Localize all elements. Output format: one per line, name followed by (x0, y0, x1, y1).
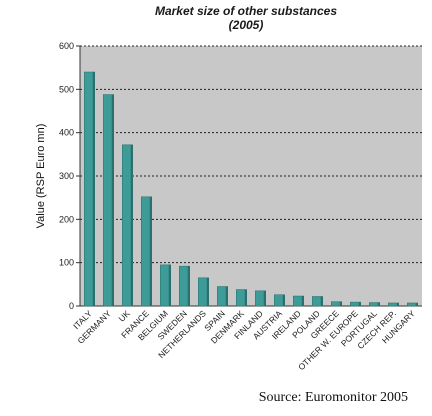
y-tick-label: 100 (59, 258, 74, 268)
chart-title: Market size of other substances (2005) (60, 4, 432, 32)
source-note: Source: Euromonitor 2005 (258, 390, 408, 405)
bar-shade (301, 296, 304, 306)
bar-shade (415, 302, 418, 306)
bar-shade (149, 196, 152, 306)
bar-shade (396, 302, 399, 306)
bar-shade (320, 296, 323, 306)
bar-shade (377, 302, 380, 306)
bar-shade (244, 289, 247, 306)
bar-shade (168, 264, 171, 306)
bar-shade (358, 302, 361, 306)
bar-shade (263, 290, 266, 306)
bar-shade (339, 301, 342, 306)
y-tick-label: 500 (59, 84, 74, 94)
y-tick-label: 200 (59, 214, 74, 224)
chart-title-main: Market size of other substances (154, 4, 338, 18)
bar-shade (130, 144, 133, 306)
bar-shade (92, 72, 95, 306)
y-axis-label: Value (RSP Euro mn) (35, 124, 47, 229)
bar-shade (282, 294, 285, 306)
y-tick-label: 400 (59, 128, 74, 138)
bar-shade (206, 277, 209, 306)
bar-shade (111, 94, 114, 307)
bar-shade (225, 286, 228, 306)
chart-subtitle: (2005) (228, 18, 264, 32)
y-tick-label: 300 (59, 171, 74, 181)
y-tick-label: 0 (69, 301, 74, 311)
bar-shade (187, 266, 190, 306)
y-tick-label: 600 (59, 41, 74, 51)
